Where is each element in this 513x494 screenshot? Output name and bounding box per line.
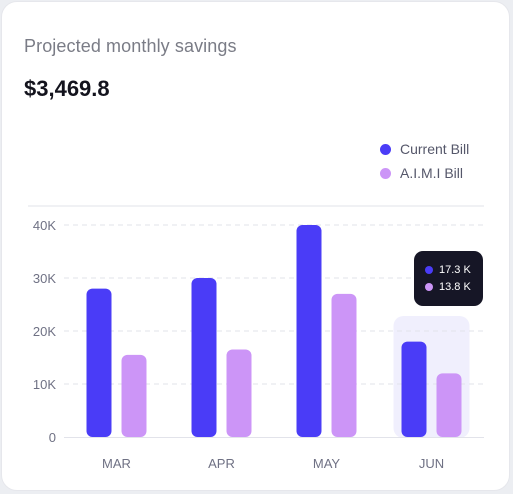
legend-label-current-bill: Current Bill (400, 141, 470, 157)
bar-aimi-bill (121, 354, 147, 437)
tooltip-row-current: 17.3 K (425, 261, 483, 278)
aimi-bill-dot-icon (380, 167, 391, 179)
bar-current-bill (296, 225, 322, 437)
y-tick-label: 40K (33, 218, 56, 233)
tooltip-aimi-dot-icon (425, 282, 433, 291)
bar-current-bill (86, 288, 112, 437)
bar-current-bill (191, 278, 217, 437)
x-tick-label: MAY (313, 456, 341, 471)
y-tick-label: 30K (33, 271, 56, 286)
bar-aimi-bill (226, 349, 252, 437)
bar-aimi-bill (331, 293, 357, 437)
tooltip-current-dot-icon (425, 265, 433, 274)
tooltip-current-value: 17.3 K (439, 263, 471, 276)
legend-label-aimi-bill: A.I.M.I Bill (400, 165, 464, 181)
card-title: Projected monthly savings (24, 36, 237, 56)
x-tick-label: JUN (419, 456, 444, 471)
legend-item-current-bill[interactable]: Current Bill (380, 137, 469, 161)
y-tick-label: 0 (49, 430, 56, 445)
y-tick-label: 20K (33, 324, 56, 339)
savings-amount: $3,469.8 (24, 76, 110, 101)
current-bill-dot-icon (380, 143, 391, 155)
x-tick-label: MAR (102, 456, 131, 471)
tooltip-row-aimi: 13.8 K (425, 278, 483, 295)
bar-aimi-bill (436, 373, 462, 437)
tooltip-aimi-value: 13.8 K (439, 280, 471, 293)
chart-legend: Current Bill A.I.M.I Bill (380, 137, 469, 185)
y-tick-label: 10K (33, 377, 56, 392)
bar-current-bill (401, 341, 427, 437)
bar-tooltip: 17.3 K 13.8 K (414, 251, 483, 306)
x-tick-label: APR (208, 456, 235, 471)
legend-item-aimi-bill[interactable]: A.I.M.I Bill (380, 161, 469, 185)
